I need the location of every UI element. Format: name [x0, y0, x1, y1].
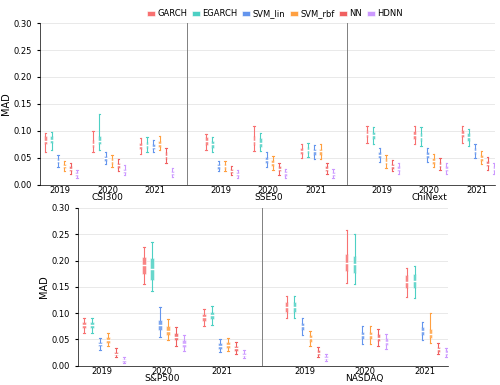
Bar	[420, 327, 424, 335]
Bar	[142, 257, 146, 274]
Bar	[234, 346, 237, 351]
Bar	[218, 343, 222, 349]
Bar	[106, 337, 110, 343]
Bar	[284, 171, 287, 176]
Bar	[211, 141, 214, 147]
Text: CSI300: CSI300	[92, 193, 124, 202]
Bar	[378, 152, 381, 158]
Text: S&P500: S&P500	[144, 374, 180, 383]
Y-axis label: MAD: MAD	[38, 275, 48, 298]
Bar	[152, 144, 154, 149]
Bar	[384, 338, 388, 345]
Bar	[308, 335, 312, 341]
Bar	[117, 163, 119, 168]
Bar	[150, 258, 154, 280]
Bar	[110, 158, 114, 164]
Bar	[123, 169, 126, 173]
Bar	[366, 130, 368, 137]
Bar	[397, 166, 400, 171]
Bar	[205, 137, 208, 145]
Bar	[158, 141, 161, 147]
Bar	[306, 147, 310, 153]
Bar	[265, 157, 268, 163]
Bar	[420, 133, 422, 141]
Bar	[104, 156, 107, 161]
Bar	[90, 321, 94, 328]
Text: SSE50: SSE50	[254, 193, 282, 202]
Bar	[44, 136, 46, 144]
Bar	[324, 356, 328, 360]
Bar	[140, 143, 142, 149]
Bar	[345, 254, 348, 271]
Bar	[114, 352, 117, 355]
Bar	[432, 158, 435, 164]
Bar	[171, 171, 173, 174]
Bar	[82, 321, 86, 328]
Bar	[236, 172, 239, 176]
Bar	[319, 149, 322, 155]
Text: ChiNext: ChiNext	[411, 193, 447, 202]
Bar	[122, 359, 126, 362]
Bar	[413, 274, 416, 288]
Bar	[436, 347, 440, 352]
Bar	[230, 169, 233, 173]
Bar	[461, 130, 464, 137]
Bar	[56, 158, 59, 163]
Bar	[313, 149, 316, 155]
Bar	[438, 162, 442, 167]
Bar	[360, 331, 364, 339]
Bar	[353, 256, 356, 273]
Bar	[492, 166, 496, 171]
Bar	[486, 161, 489, 166]
Bar	[468, 133, 470, 141]
Bar	[272, 160, 274, 166]
Bar	[50, 136, 53, 143]
Bar	[376, 334, 380, 341]
Bar	[384, 158, 388, 164]
Bar	[278, 166, 280, 171]
Bar	[316, 350, 320, 355]
Text: NASDAQ: NASDAQ	[346, 374, 384, 383]
Y-axis label: MAD: MAD	[1, 92, 11, 115]
Bar	[428, 330, 432, 338]
Bar	[63, 164, 66, 168]
Bar	[300, 148, 303, 154]
Bar	[98, 136, 100, 144]
Bar	[146, 142, 148, 148]
Bar	[391, 164, 394, 169]
Bar	[480, 155, 483, 161]
Bar	[76, 172, 78, 176]
Bar	[98, 341, 102, 346]
Bar	[372, 132, 374, 139]
Bar	[445, 166, 448, 171]
Bar	[368, 331, 372, 339]
Bar	[166, 326, 170, 335]
Bar	[226, 341, 230, 348]
Bar	[92, 140, 94, 147]
Bar	[300, 323, 304, 330]
Bar	[202, 314, 206, 321]
Bar	[426, 152, 429, 158]
Bar	[293, 302, 296, 311]
Bar	[182, 340, 186, 347]
Bar	[285, 302, 288, 311]
Legend: GARCH, EGARCH, SVM_lin, SVM_rbf, NN, HDNN: GARCH, EGARCH, SVM_lin, SVM_rbf, NN, HDN…	[144, 6, 406, 22]
Bar	[158, 320, 162, 330]
Bar	[210, 311, 214, 320]
Bar	[252, 136, 256, 145]
Bar	[332, 172, 334, 176]
Bar	[224, 164, 226, 169]
Bar	[164, 152, 168, 159]
Bar	[474, 147, 476, 154]
Bar	[218, 164, 220, 169]
Bar	[414, 131, 416, 139]
Bar	[259, 139, 262, 147]
Bar	[69, 166, 72, 171]
Bar	[174, 333, 178, 340]
Bar	[242, 353, 246, 356]
Bar	[444, 350, 448, 355]
Bar	[405, 275, 408, 288]
Bar	[326, 166, 328, 171]
